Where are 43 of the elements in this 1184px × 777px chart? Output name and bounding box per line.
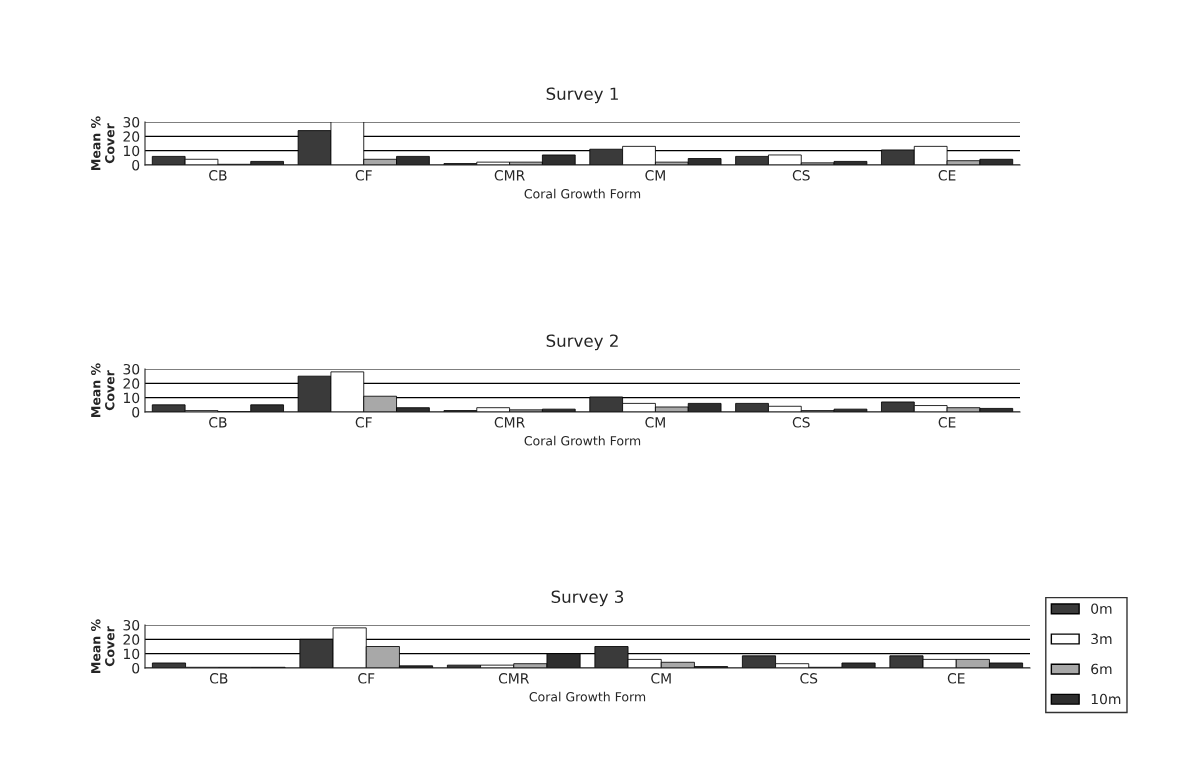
legend-label: 6m <box>1091 663 1112 675</box>
x-tick-label: CB <box>209 170 227 181</box>
y-axis-title: Mean % Cover <box>91 363 115 417</box>
x-tick-label: CE <box>938 170 956 181</box>
y-tick-label: 30 <box>123 116 140 128</box>
x-tick-label: CMR <box>498 673 530 684</box>
legend-label: 0m <box>1091 603 1112 614</box>
x-tick-label: CB <box>209 673 228 684</box>
y-tick-label: 20 <box>123 378 140 389</box>
x-tick-label: CM <box>645 170 665 181</box>
legend-label: 10m <box>1091 693 1121 705</box>
x-tick-label: CF <box>355 417 372 428</box>
x-tick-label: CF <box>355 170 372 181</box>
y-tick-label: 0 <box>132 662 140 674</box>
x-tick-label: CS <box>792 170 810 181</box>
x-axis-title: Coral Growth Form <box>529 691 646 702</box>
y-tick-label: 10 <box>123 648 140 660</box>
legend-label: 3m <box>1091 633 1112 645</box>
y-tick-label: 10 <box>123 392 140 404</box>
x-tick-label: CM <box>645 417 665 428</box>
x-tick-label: CS <box>792 417 810 428</box>
x-axis-title: Coral Growth Form <box>524 188 641 199</box>
x-tick-label: CF <box>358 673 375 684</box>
chart-title: Survey 3 <box>551 590 624 607</box>
chart-title: Survey 2 <box>546 334 618 351</box>
y-tick-label: 20 <box>123 131 140 142</box>
y-tick-label: 0 <box>132 406 140 418</box>
y-tick-label: 30 <box>123 619 140 631</box>
x-tick-label: CE <box>938 417 956 428</box>
x-tick-label: CB <box>209 417 227 428</box>
y-tick-label: 20 <box>123 634 140 645</box>
y-tick-label: 0 <box>132 159 140 171</box>
x-tick-label: CMR <box>494 417 525 428</box>
y-axis-title: Mean % Cover <box>91 116 115 170</box>
x-axis-title: Coral Growth Form <box>524 435 641 446</box>
y-tick-label: 30 <box>123 363 140 375</box>
y-axis-title: Mean % Cover <box>91 619 115 673</box>
x-tick-label: CMR <box>494 170 525 181</box>
y-tick-label: 10 <box>123 145 140 157</box>
x-tick-label: CM <box>651 673 671 684</box>
x-tick-label: CE <box>947 673 965 684</box>
x-tick-label: CS <box>800 673 818 684</box>
chart-title: Survey 1 <box>546 87 618 104</box>
